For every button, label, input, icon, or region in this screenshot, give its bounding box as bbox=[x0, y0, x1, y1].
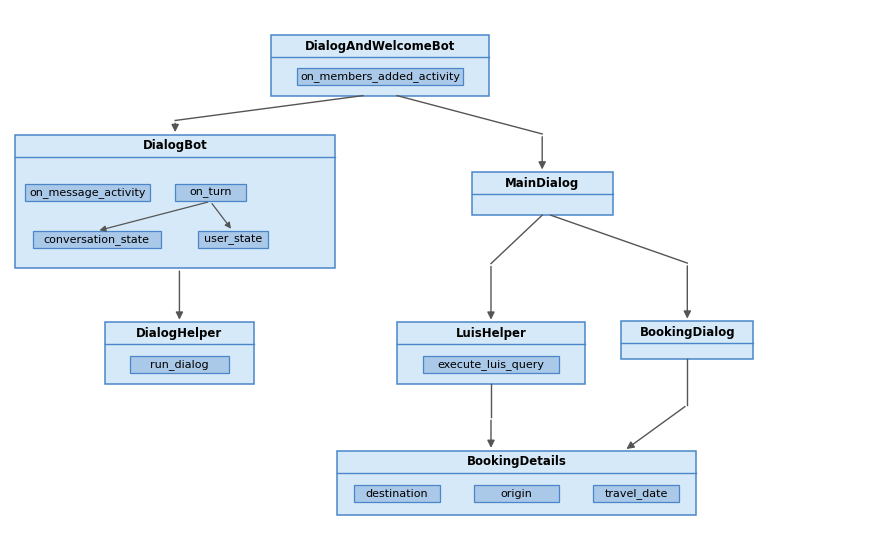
Text: on_turn: on_turn bbox=[189, 187, 232, 198]
Text: MainDialog: MainDialog bbox=[505, 177, 579, 190]
Text: origin: origin bbox=[501, 489, 532, 499]
Bar bbox=[297, 68, 463, 85]
Bar bbox=[15, 135, 335, 268]
Text: travel_date: travel_date bbox=[604, 488, 668, 499]
Bar bbox=[198, 231, 268, 248]
Bar bbox=[271, 35, 489, 96]
Text: DialogBot: DialogBot bbox=[143, 139, 207, 152]
Bar bbox=[474, 485, 559, 502]
Text: conversation_state: conversation_state bbox=[44, 234, 150, 245]
Text: DialogHelper: DialogHelper bbox=[136, 327, 223, 340]
Text: on_members_added_activity: on_members_added_activity bbox=[300, 71, 460, 82]
Text: run_dialog: run_dialog bbox=[150, 359, 209, 370]
Bar bbox=[422, 356, 559, 373]
Bar bbox=[472, 172, 612, 215]
Bar bbox=[337, 451, 696, 515]
Text: LuisHelper: LuisHelper bbox=[456, 327, 526, 340]
Bar bbox=[593, 485, 679, 502]
Bar bbox=[25, 184, 150, 201]
Bar bbox=[354, 485, 440, 502]
Bar bbox=[105, 323, 254, 384]
Text: on_message_activity: on_message_activity bbox=[30, 187, 146, 198]
Bar bbox=[131, 356, 228, 373]
Text: BookingDialog: BookingDialog bbox=[639, 326, 735, 339]
Bar bbox=[33, 231, 161, 248]
Bar bbox=[175, 184, 246, 201]
Text: destination: destination bbox=[366, 489, 429, 499]
Bar bbox=[621, 321, 753, 359]
Text: DialogAndWelcomeBot: DialogAndWelcomeBot bbox=[305, 40, 456, 53]
Text: BookingDetails: BookingDetails bbox=[467, 455, 566, 468]
Text: user_state: user_state bbox=[204, 234, 262, 245]
Bar bbox=[397, 323, 584, 384]
Text: execute_luis_query: execute_luis_query bbox=[437, 359, 544, 370]
